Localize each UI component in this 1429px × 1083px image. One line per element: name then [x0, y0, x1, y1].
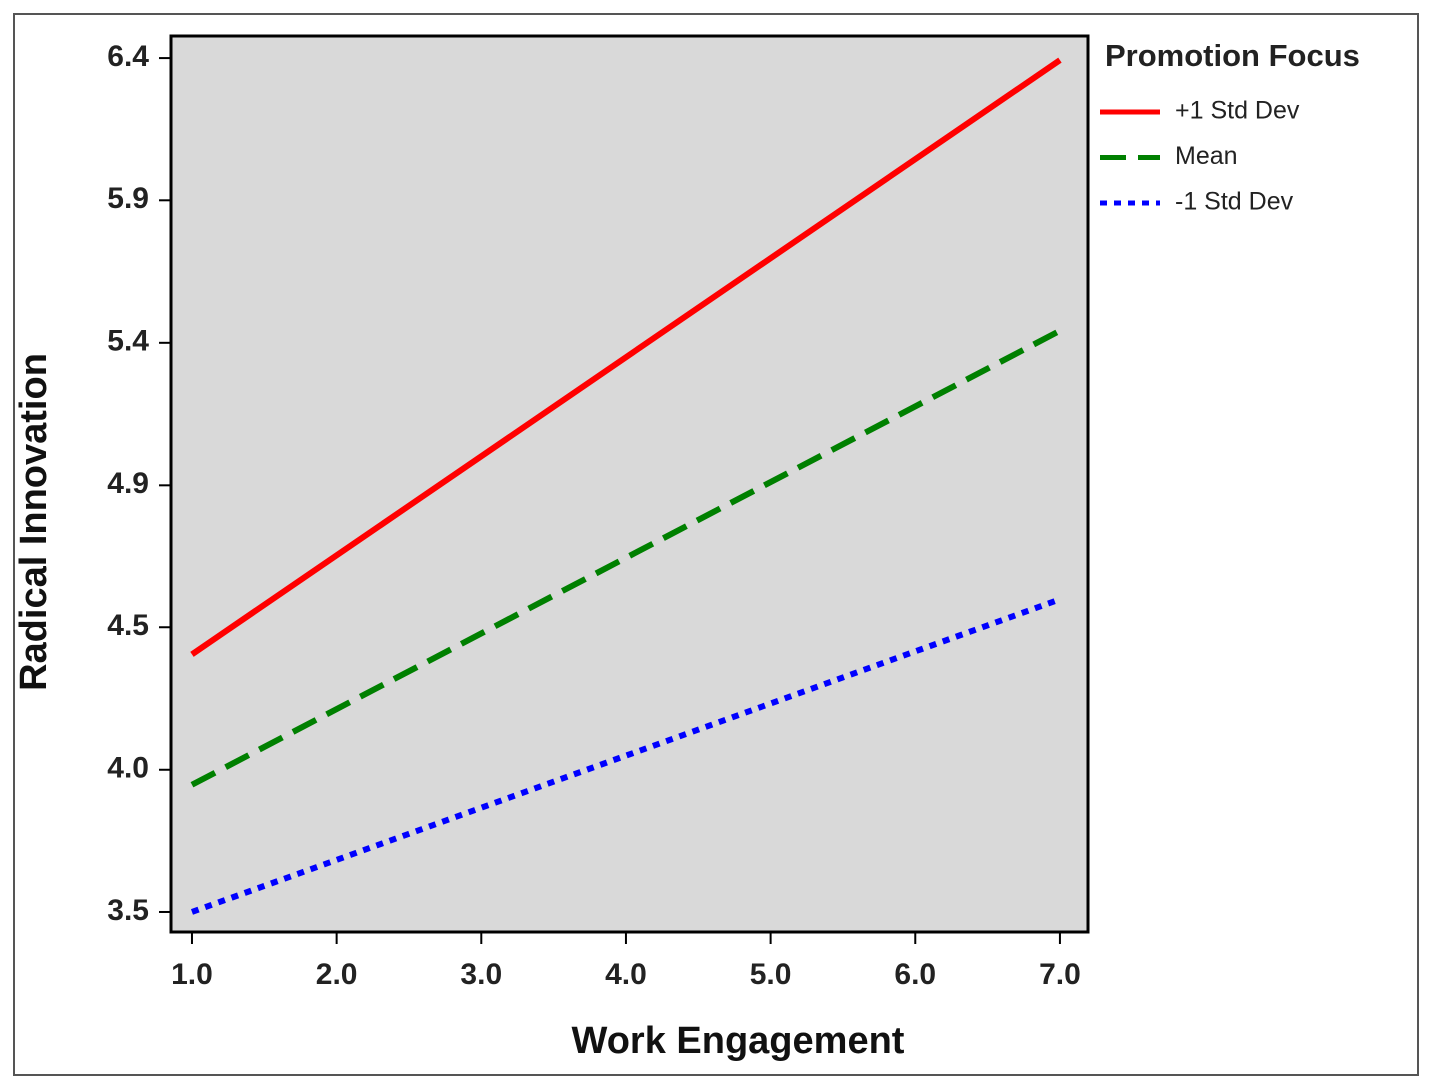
x-tick-label: 1.0 [171, 958, 213, 991]
y-tick-label: 6.4 [107, 40, 149, 73]
y-tick-label: 4.9 [107, 467, 149, 500]
series-line [190, 328, 1062, 788]
y-tick-label: 5.9 [107, 182, 149, 215]
x-tick-label: 7.0 [1039, 958, 1081, 991]
y-tick-label: 4.0 [107, 752, 149, 785]
x-tick-label: 4.0 [605, 958, 647, 991]
x-tick-label: 5.0 [750, 958, 792, 991]
x-axis-title: Work Engagement [572, 1020, 905, 1062]
legend-label: -1 Std Dev [1175, 188, 1294, 216]
y-axis-title: Radical Innovation [13, 353, 55, 691]
y-tick-label: 5.4 [107, 325, 149, 358]
plot-area [169, 34, 1090, 934]
y-tick-label: 4.5 [107, 609, 149, 642]
legend-label: +1 Std Dev [1175, 97, 1300, 125]
legend-title: Promotion Focus [1105, 38, 1360, 73]
y-tick-label: 3.5 [107, 894, 149, 927]
x-tick-label: 6.0 [894, 958, 936, 991]
x-tick-label: 2.0 [316, 958, 358, 991]
legend-label: Mean [1175, 142, 1238, 170]
x-tick-label: 3.0 [460, 958, 502, 991]
series-line [190, 57, 1062, 657]
